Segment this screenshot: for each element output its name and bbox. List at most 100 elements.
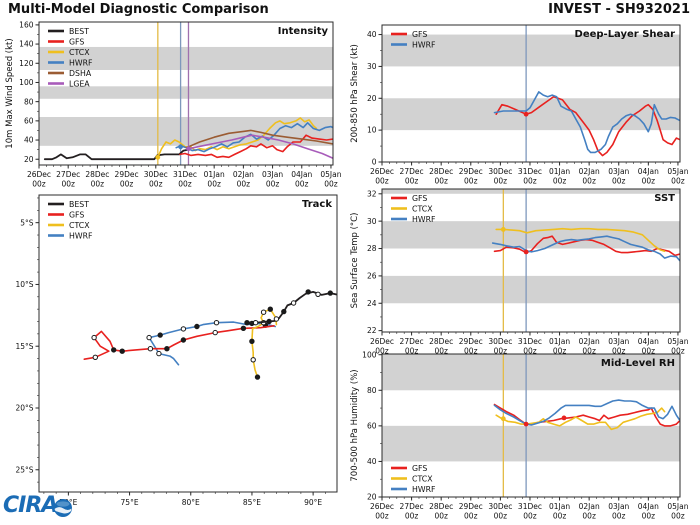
- svg-text:00z: 00z: [523, 347, 537, 356]
- svg-text:30Dec: 30Dec: [488, 502, 512, 511]
- svg-text:05Jan: 05Jan: [667, 337, 688, 346]
- svg-text:30Dec: 30Dec: [144, 170, 168, 179]
- svg-text:00z: 00z: [464, 347, 478, 356]
- svg-text:GFS: GFS: [69, 37, 84, 46]
- svg-text:20: 20: [367, 493, 377, 502]
- svg-text:00z: 00z: [32, 180, 46, 189]
- svg-text:29Dec: 29Dec: [459, 167, 483, 176]
- svg-text:CTCX: CTCX: [412, 474, 433, 483]
- svg-text:31Dec: 31Dec: [518, 167, 542, 176]
- track-map: 70°E75°E80°E85°E90°E5°S10°S15°S20°S25°ST…: [15, 194, 338, 507]
- svg-text:30Dec: 30Dec: [488, 337, 512, 346]
- svg-text:00z: 00z: [434, 347, 448, 356]
- svg-text:GFS: GFS: [412, 30, 427, 39]
- sst-chart: 26Dec00z27Dec00z28Dec00z29Dec00z30Dec00z…: [350, 188, 689, 356]
- svg-text:00z: 00z: [582, 177, 596, 186]
- svg-text:00z: 00z: [464, 512, 478, 521]
- svg-text:DSHA: DSHA: [69, 69, 92, 78]
- svg-text:75°E: 75°E: [121, 498, 139, 507]
- svg-text:31Dec: 31Dec: [173, 170, 197, 179]
- svg-text:30Dec: 30Dec: [488, 167, 512, 176]
- svg-text:CTCX: CTCX: [69, 221, 90, 230]
- svg-text:CTCX: CTCX: [412, 204, 433, 213]
- svg-text:00z: 00z: [375, 347, 389, 356]
- svg-text:32: 32: [367, 189, 377, 198]
- svg-text:00z: 00z: [61, 180, 75, 189]
- svg-text:00z: 00z: [553, 347, 567, 356]
- svg-text:10°S: 10°S: [15, 280, 33, 289]
- svg-text:27Dec: 27Dec: [400, 502, 424, 511]
- svg-text:28Dec: 28Dec: [85, 170, 109, 179]
- svg-text:02Jan: 02Jan: [579, 337, 600, 346]
- svg-text:00z: 00z: [494, 347, 508, 356]
- svg-text:Sea Surface Temp (°C): Sea Surface Temp (°C): [350, 213, 360, 309]
- svg-text:00z: 00z: [375, 512, 389, 521]
- shear-chart: 26Dec00z27Dec00z28Dec00z29Dec00z30Dec00z…: [350, 24, 689, 186]
- svg-text:25°S: 25°S: [15, 465, 33, 474]
- svg-text:HWRF: HWRF: [69, 231, 93, 240]
- svg-text:27Dec: 27Dec: [400, 337, 424, 346]
- svg-text:22: 22: [367, 326, 377, 335]
- svg-text:GFS: GFS: [412, 194, 427, 203]
- svg-text:00z: 00z: [91, 180, 105, 189]
- svg-text:02Jan: 02Jan: [579, 502, 600, 511]
- svg-text:Deep-Layer Shear: Deep-Layer Shear: [575, 29, 676, 40]
- svg-text:01Jan: 01Jan: [549, 337, 570, 346]
- svg-text:700-500 hPa Humidity (%): 700-500 hPa Humidity (%): [350, 369, 360, 481]
- svg-text:00z: 00z: [553, 177, 567, 186]
- svg-text:27Dec: 27Dec: [400, 167, 424, 176]
- svg-text:20: 20: [367, 94, 377, 103]
- svg-text:10m Max Wind Speed (kt): 10m Max Wind Speed (kt): [5, 38, 15, 148]
- cira-logo-text: CIRA: [3, 492, 58, 518]
- svg-text:20: 20: [24, 155, 34, 164]
- svg-text:26Dec: 26Dec: [370, 167, 394, 176]
- svg-text:00z: 00z: [405, 512, 419, 521]
- svg-text:31Dec: 31Dec: [518, 502, 542, 511]
- svg-text:00z: 00z: [178, 180, 192, 189]
- svg-text:03Jan: 03Jan: [262, 170, 283, 179]
- svg-text:29Dec: 29Dec: [459, 502, 483, 511]
- svg-text:26Dec: 26Dec: [370, 337, 394, 346]
- svg-text:00z: 00z: [375, 177, 389, 186]
- svg-text:CTCX: CTCX: [69, 48, 90, 57]
- intensity-chart: 26Dec00z27Dec00z28Dec00z29Dec00z30Dec00z…: [5, 20, 342, 189]
- svg-text:26Dec: 26Dec: [27, 170, 51, 179]
- svg-text:30: 30: [367, 62, 377, 71]
- svg-text:20°S: 20°S: [15, 404, 33, 413]
- svg-text:0: 0: [372, 158, 377, 167]
- svg-text:10: 10: [367, 126, 377, 135]
- svg-text:Track: Track: [302, 199, 332, 210]
- svg-text:HWRF: HWRF: [412, 40, 436, 49]
- svg-text:00z: 00z: [612, 177, 626, 186]
- svg-text:00z: 00z: [523, 177, 537, 186]
- svg-text:GFS: GFS: [69, 210, 84, 219]
- storm-id-title: INVEST - SH932021: [548, 2, 690, 17]
- svg-text:29Dec: 29Dec: [115, 170, 139, 179]
- svg-text:26: 26: [367, 271, 377, 280]
- svg-text:28Dec: 28Dec: [429, 502, 453, 511]
- svg-text:140: 140: [19, 40, 34, 49]
- svg-text:24: 24: [367, 299, 377, 308]
- svg-text:00z: 00z: [464, 177, 478, 186]
- svg-text:00z: 00z: [494, 177, 508, 186]
- svg-text:90°E: 90°E: [304, 498, 322, 507]
- svg-text:00z: 00z: [582, 347, 596, 356]
- svg-text:03Jan: 03Jan: [608, 337, 629, 346]
- svg-text:HWRF: HWRF: [412, 215, 436, 224]
- svg-text:00z: 00z: [582, 512, 596, 521]
- svg-text:28Dec: 28Dec: [429, 167, 453, 176]
- svg-text:SST: SST: [654, 193, 675, 204]
- svg-text:04Jan: 04Jan: [638, 502, 659, 511]
- svg-text:100: 100: [19, 78, 34, 87]
- svg-text:00z: 00z: [523, 512, 537, 521]
- svg-text:00z: 00z: [612, 347, 626, 356]
- svg-text:00z: 00z: [295, 180, 309, 189]
- svg-text:04Jan: 04Jan: [638, 167, 659, 176]
- svg-text:GFS: GFS: [412, 464, 427, 473]
- svg-text:60: 60: [367, 421, 377, 430]
- svg-text:01Jan: 01Jan: [549, 167, 570, 176]
- svg-text:00z: 00z: [120, 180, 134, 189]
- svg-text:15°S: 15°S: [15, 342, 33, 351]
- svg-text:31Dec: 31Dec: [518, 337, 542, 346]
